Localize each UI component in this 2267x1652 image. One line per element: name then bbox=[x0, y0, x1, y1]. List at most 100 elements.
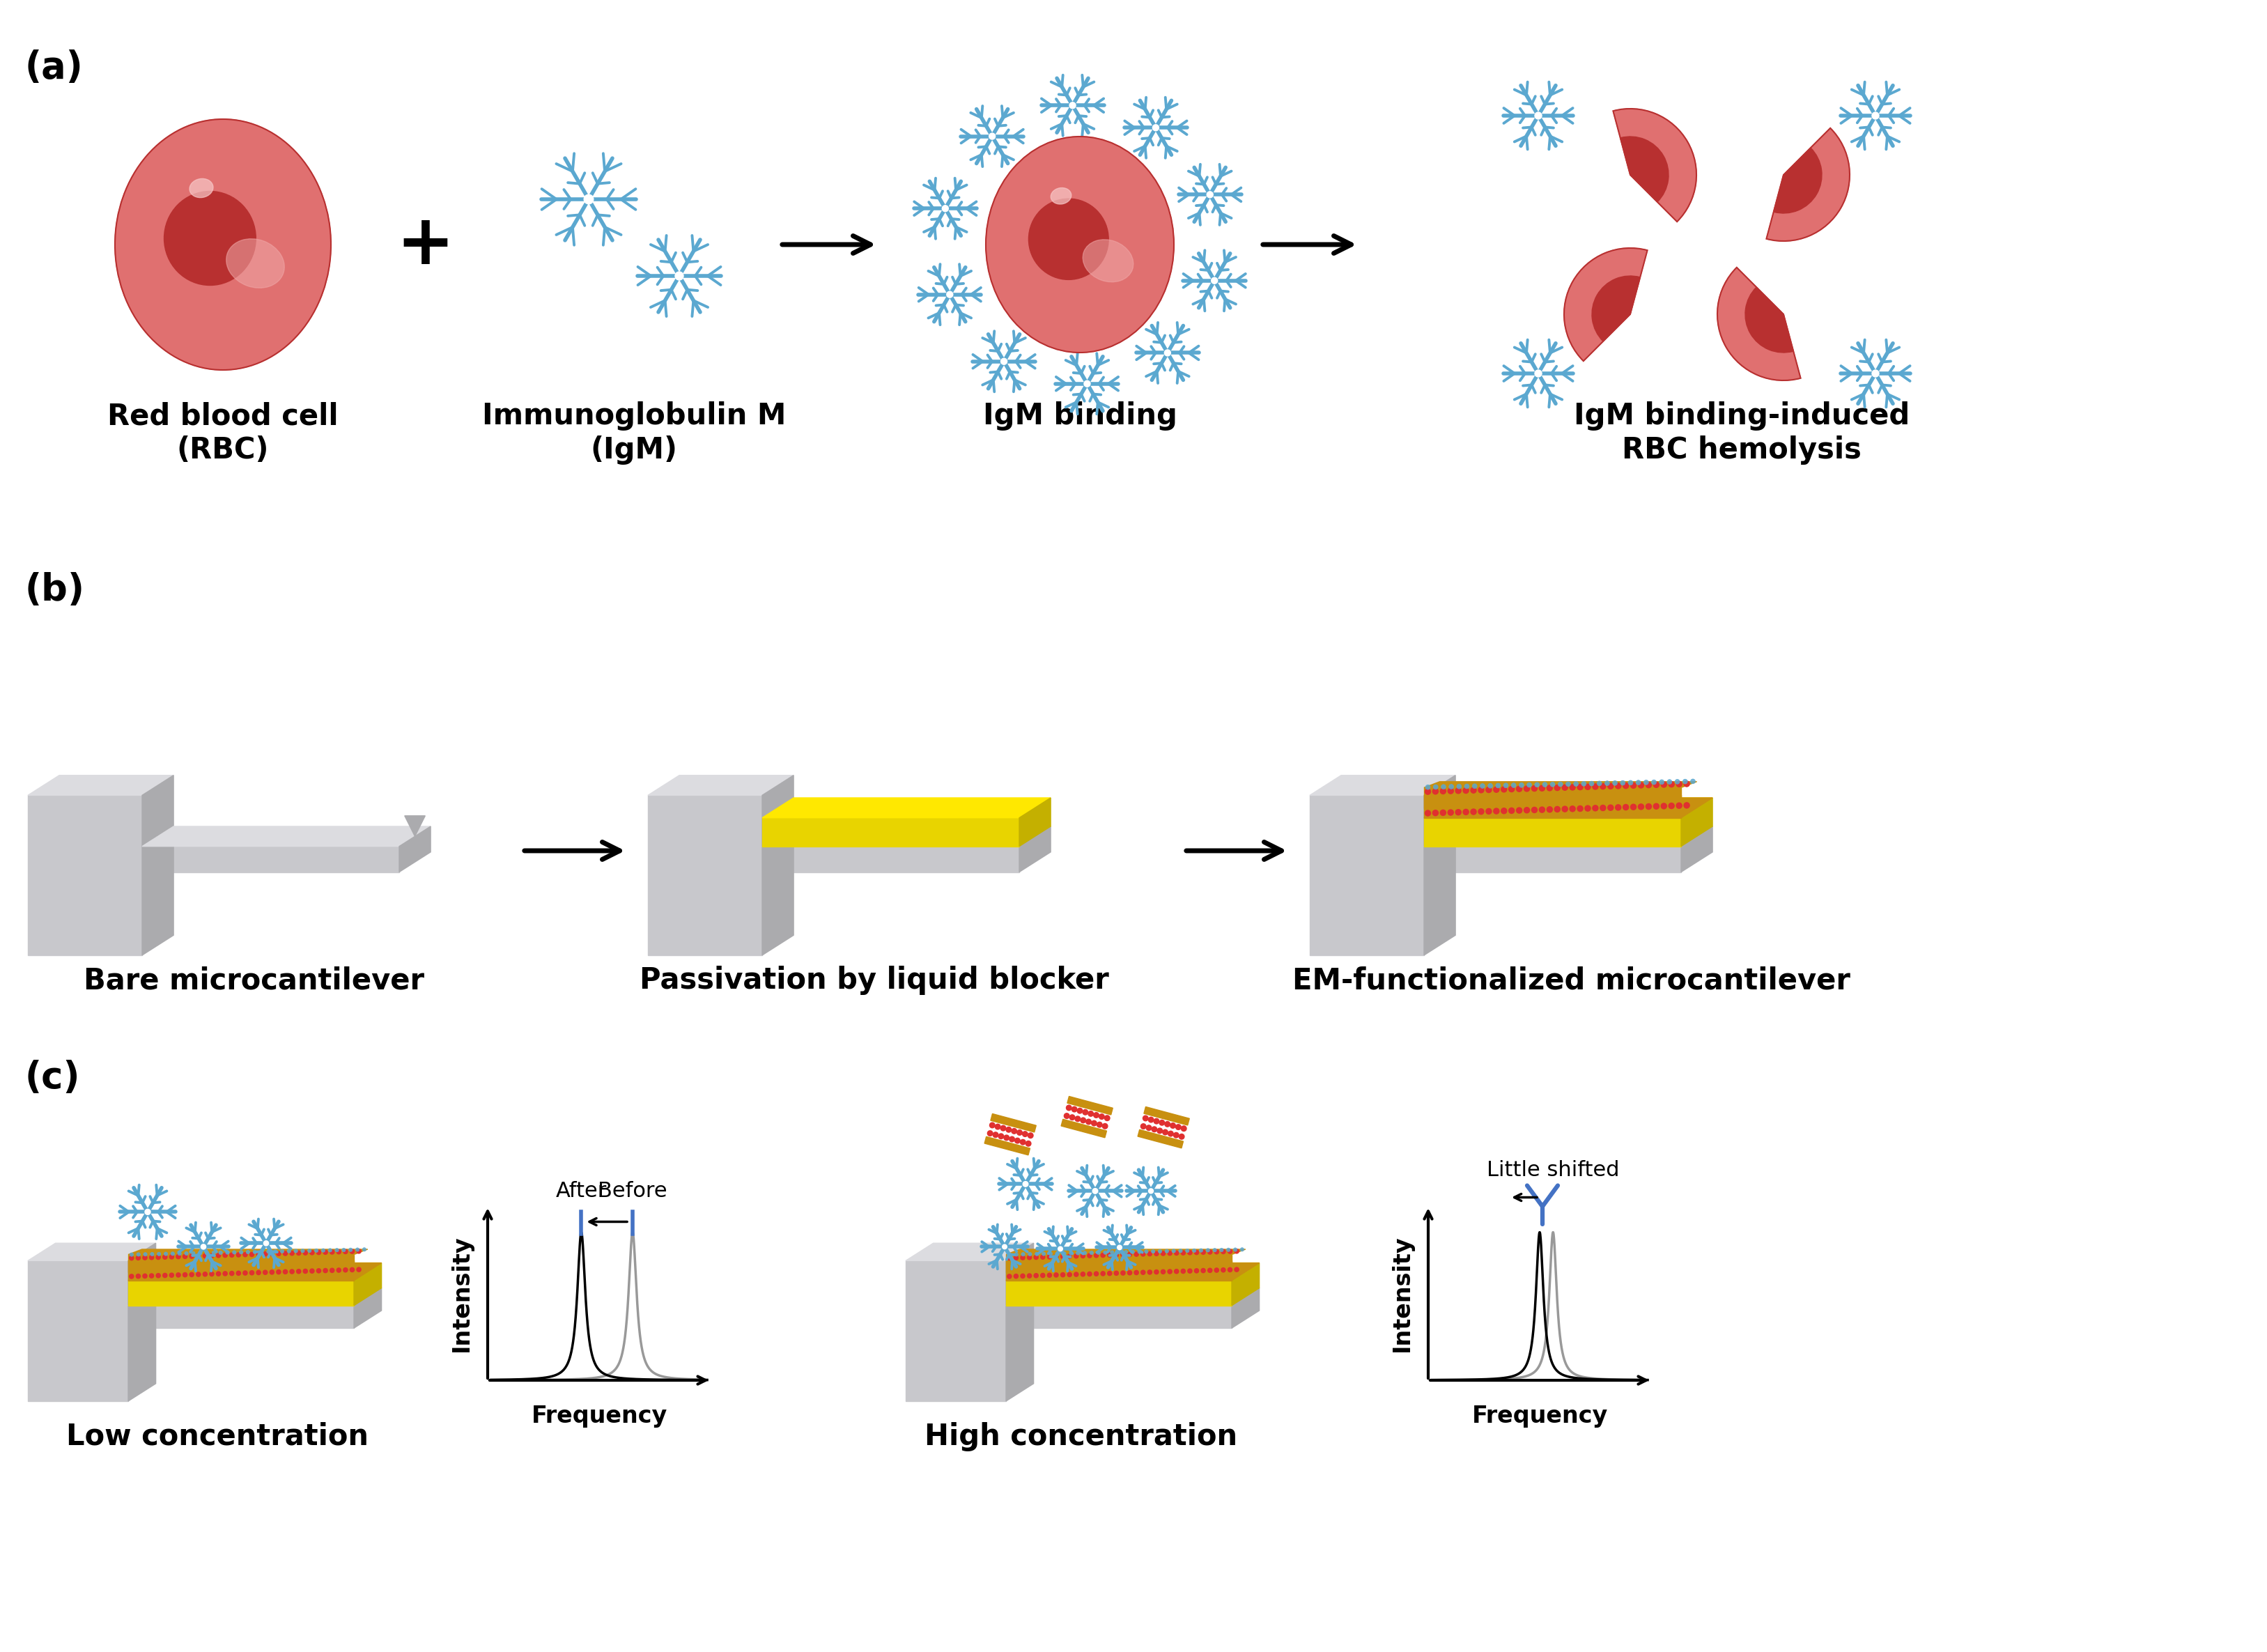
Circle shape bbox=[1047, 1254, 1052, 1259]
Circle shape bbox=[342, 1249, 345, 1252]
Circle shape bbox=[1168, 1269, 1172, 1274]
Circle shape bbox=[136, 1256, 141, 1260]
Circle shape bbox=[1464, 785, 1469, 788]
Circle shape bbox=[1022, 1181, 1027, 1186]
Circle shape bbox=[254, 1251, 256, 1254]
Circle shape bbox=[1104, 1251, 1106, 1254]
Circle shape bbox=[1145, 1251, 1147, 1254]
Circle shape bbox=[676, 271, 682, 281]
Polygon shape bbox=[129, 1262, 381, 1280]
Circle shape bbox=[1054, 1252, 1059, 1256]
Circle shape bbox=[311, 1251, 315, 1256]
Circle shape bbox=[1127, 1270, 1131, 1275]
Circle shape bbox=[1424, 811, 1430, 816]
Text: High concentration: High concentration bbox=[925, 1422, 1238, 1452]
Circle shape bbox=[263, 1241, 268, 1246]
Circle shape bbox=[1113, 1252, 1118, 1257]
Circle shape bbox=[1233, 1247, 1238, 1252]
Circle shape bbox=[129, 1256, 134, 1260]
Circle shape bbox=[356, 1249, 360, 1254]
Circle shape bbox=[993, 1132, 997, 1138]
Polygon shape bbox=[143, 775, 175, 955]
Circle shape bbox=[324, 1251, 326, 1254]
Polygon shape bbox=[762, 818, 1018, 846]
Circle shape bbox=[1061, 1252, 1065, 1256]
Circle shape bbox=[1562, 785, 1566, 790]
Circle shape bbox=[1462, 809, 1469, 814]
Circle shape bbox=[1165, 1122, 1170, 1127]
Text: IgM binding: IgM binding bbox=[982, 401, 1177, 431]
Circle shape bbox=[1120, 1270, 1124, 1275]
Polygon shape bbox=[129, 1244, 156, 1401]
Circle shape bbox=[270, 1252, 274, 1256]
Circle shape bbox=[1172, 1133, 1179, 1138]
Circle shape bbox=[290, 1251, 295, 1256]
Circle shape bbox=[1455, 785, 1460, 790]
Circle shape bbox=[1106, 1272, 1111, 1275]
Polygon shape bbox=[354, 1262, 381, 1305]
Text: Low concentration: Low concentration bbox=[66, 1422, 370, 1452]
Circle shape bbox=[1077, 1108, 1081, 1113]
Circle shape bbox=[988, 1123, 995, 1128]
Circle shape bbox=[1179, 1249, 1181, 1252]
Polygon shape bbox=[1310, 795, 1424, 955]
Circle shape bbox=[342, 1249, 347, 1254]
Circle shape bbox=[1170, 1123, 1174, 1128]
Text: (a): (a) bbox=[25, 50, 82, 86]
Circle shape bbox=[1140, 1252, 1145, 1256]
Circle shape bbox=[1075, 1117, 1079, 1122]
Circle shape bbox=[1621, 780, 1625, 785]
Circle shape bbox=[324, 1269, 326, 1272]
Circle shape bbox=[1075, 1272, 1079, 1277]
Circle shape bbox=[1090, 1120, 1097, 1127]
Circle shape bbox=[215, 1254, 220, 1257]
Circle shape bbox=[202, 1254, 206, 1259]
Circle shape bbox=[1517, 786, 1521, 791]
Circle shape bbox=[129, 1252, 134, 1257]
Circle shape bbox=[1675, 780, 1680, 785]
Circle shape bbox=[1553, 806, 1560, 813]
Circle shape bbox=[1240, 1247, 1245, 1251]
Circle shape bbox=[263, 1252, 268, 1256]
Circle shape bbox=[1449, 785, 1453, 790]
Ellipse shape bbox=[227, 240, 283, 287]
Circle shape bbox=[1446, 788, 1453, 793]
Circle shape bbox=[1535, 783, 1539, 786]
Circle shape bbox=[1530, 786, 1537, 791]
Circle shape bbox=[1628, 780, 1632, 785]
Polygon shape bbox=[1143, 1107, 1190, 1125]
Circle shape bbox=[1226, 1249, 1231, 1254]
Circle shape bbox=[995, 1123, 1000, 1130]
Circle shape bbox=[263, 1270, 268, 1275]
Circle shape bbox=[988, 134, 995, 139]
Circle shape bbox=[145, 1209, 150, 1214]
Circle shape bbox=[1022, 1132, 1027, 1137]
Wedge shape bbox=[1766, 129, 1850, 241]
Circle shape bbox=[150, 1252, 154, 1256]
Circle shape bbox=[356, 1267, 360, 1272]
Circle shape bbox=[1063, 1113, 1070, 1118]
Circle shape bbox=[336, 1249, 338, 1252]
Text: Passivation by liquid blocker: Passivation by liquid blocker bbox=[639, 966, 1109, 995]
Circle shape bbox=[1181, 1127, 1186, 1132]
Circle shape bbox=[1188, 1251, 1192, 1256]
Circle shape bbox=[1471, 788, 1476, 793]
Polygon shape bbox=[1025, 816, 1045, 836]
Circle shape bbox=[1156, 1128, 1163, 1133]
Circle shape bbox=[1111, 1251, 1113, 1254]
Circle shape bbox=[1081, 1254, 1084, 1259]
Circle shape bbox=[1016, 1130, 1022, 1135]
Circle shape bbox=[163, 1274, 168, 1277]
Circle shape bbox=[190, 1252, 195, 1256]
Circle shape bbox=[1471, 809, 1476, 814]
Circle shape bbox=[1523, 808, 1530, 813]
Circle shape bbox=[1684, 803, 1689, 808]
Circle shape bbox=[1213, 1249, 1215, 1252]
Polygon shape bbox=[1007, 1249, 1245, 1254]
Circle shape bbox=[1081, 1272, 1084, 1277]
Wedge shape bbox=[1612, 109, 1696, 221]
Circle shape bbox=[1578, 785, 1582, 790]
Circle shape bbox=[311, 1269, 315, 1274]
Circle shape bbox=[184, 1272, 188, 1277]
Circle shape bbox=[1102, 1123, 1106, 1128]
